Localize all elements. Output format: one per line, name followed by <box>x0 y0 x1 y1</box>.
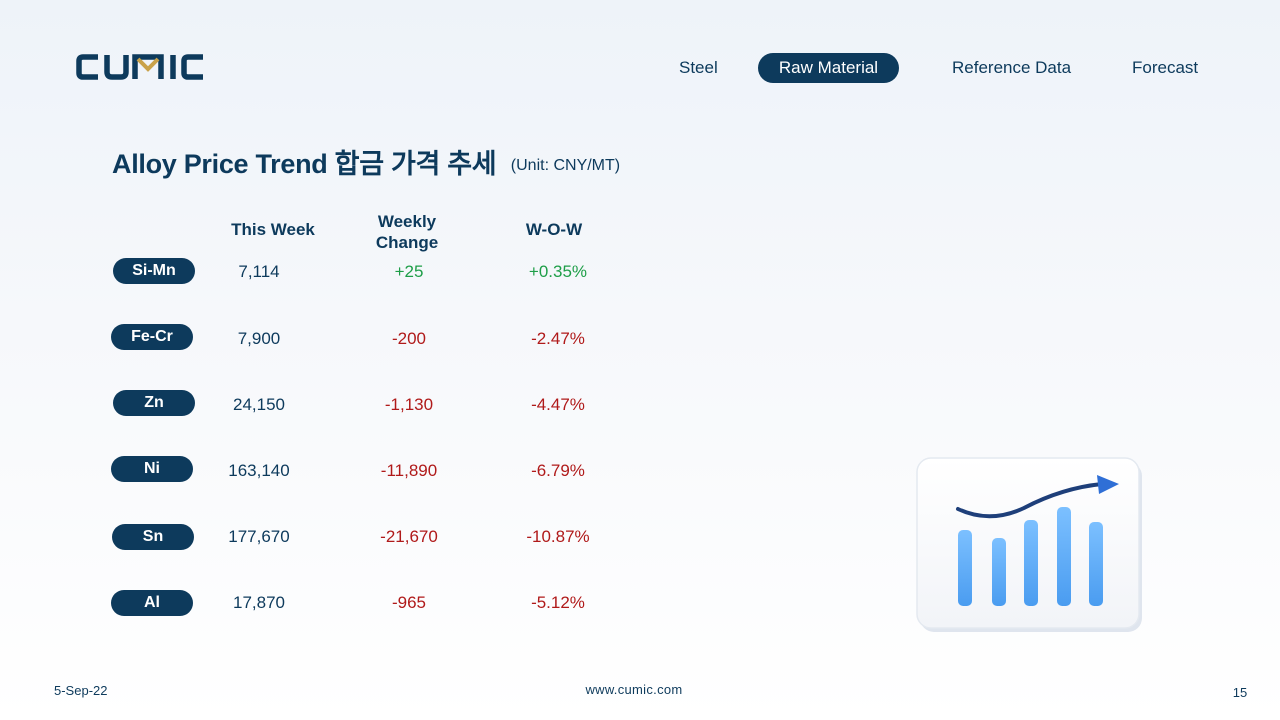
metal-badge: Zn <box>113 390 195 416</box>
this-week-value: 163,140 <box>228 461 290 480</box>
footer-date: 5-Sep-22 <box>54 683 108 698</box>
cumic-logo <box>76 54 206 80</box>
nav-reference-data[interactable]: Reference Data <box>952 58 1072 77</box>
wow-value: -5.12% <box>531 593 585 612</box>
nav-steel[interactable]: Steel <box>679 58 718 77</box>
this-week-value: 7,114 <box>238 262 280 281</box>
footer-url[interactable]: www.cumic.com <box>585 682 683 697</box>
weekly-change-value: -965 <box>391 593 427 612</box>
header-wow: W-O-W <box>525 220 583 239</box>
weekly-change-value: -200 <box>391 329 427 348</box>
nav-forecast[interactable]: Forecast <box>1132 58 1199 77</box>
wow-value: -10.87% <box>526 527 590 546</box>
this-week-value: 24,150 <box>233 395 285 414</box>
wow-value: -6.79% <box>531 461 585 480</box>
weekly-change-value: -1,130 <box>384 395 434 414</box>
metal-badge: Ni <box>111 456 193 482</box>
weekly-change-value: -11,890 <box>380 461 438 480</box>
metal-badge: Al <box>111 590 193 616</box>
rising-bar-chart-icon <box>912 454 1148 638</box>
wow-value: +0.35% <box>528 262 588 281</box>
page-title: Alloy Price Trend 합금 가격 추세 <box>112 149 497 179</box>
top-nav: Steel Raw Material Reference Data Foreca… <box>0 52 1280 84</box>
wow-value: -2.47% <box>531 329 585 348</box>
unit-label: (Unit: CNY/MT) <box>510 157 621 174</box>
this-week-value: 177,670 <box>228 527 290 546</box>
this-week-value: 7,900 <box>237 329 281 348</box>
header-weekly-change: Weekly Change <box>347 211 467 253</box>
wow-value: -4.47% <box>531 395 585 414</box>
weekly-change-value: +25 <box>394 262 424 281</box>
header-weekly-change-line1: Weekly <box>377 212 437 231</box>
weekly-change-value: -21,670 <box>380 527 438 546</box>
header-this-week: This Week <box>231 220 315 239</box>
page-number: 15 <box>1232 685 1248 700</box>
header-weekly-change-line2: Change <box>375 233 439 252</box>
this-week-value: 17,870 <box>233 593 285 612</box>
metal-badge: Sn <box>112 524 194 550</box>
nav-raw-material[interactable]: Raw Material <box>758 53 899 83</box>
metal-badge: Si-Mn <box>113 258 195 284</box>
metal-badge: Fe-Cr <box>111 324 193 350</box>
title-row: Alloy Price Trend 합금 가격 추세 (Unit: CNY/MT… <box>112 142 620 181</box>
